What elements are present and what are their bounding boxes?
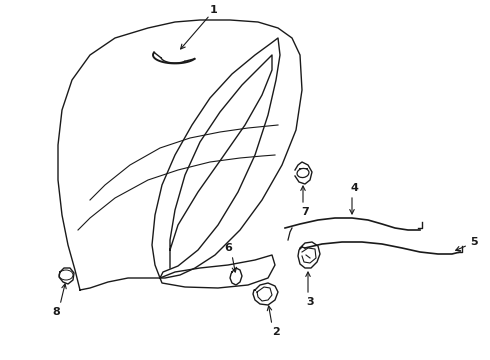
Text: 1: 1 xyxy=(210,5,218,15)
Text: 5: 5 xyxy=(470,237,478,247)
Text: 2: 2 xyxy=(272,327,280,337)
Text: 7: 7 xyxy=(301,207,309,217)
Text: 4: 4 xyxy=(350,183,358,193)
Text: 6: 6 xyxy=(224,243,232,253)
Text: 3: 3 xyxy=(306,297,314,307)
Text: 8: 8 xyxy=(52,307,60,317)
